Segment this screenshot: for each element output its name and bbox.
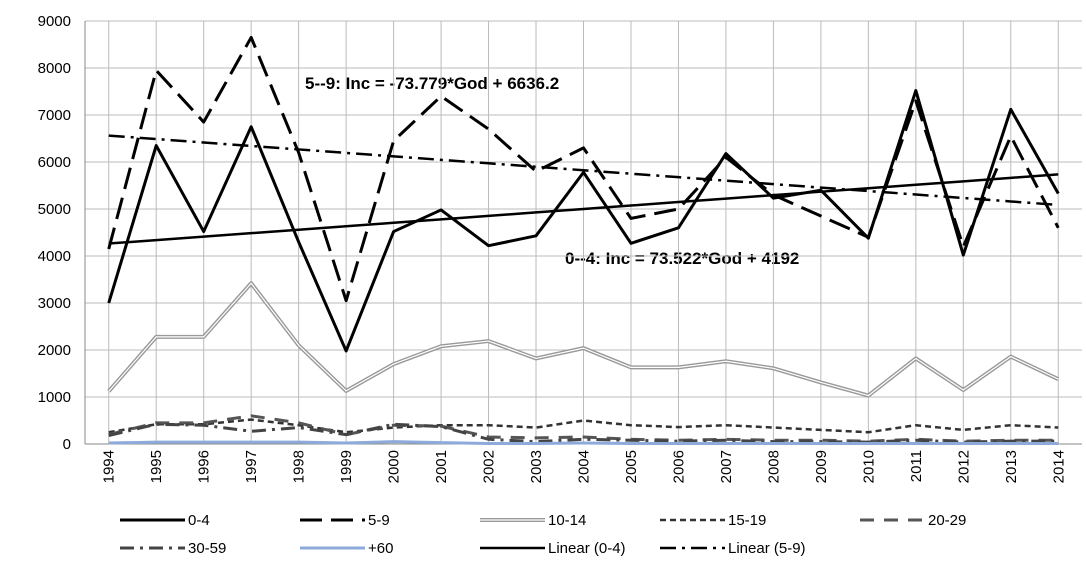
y-tick-label: 4000 [38,248,71,265]
x-tick-label: 2002 [481,450,498,483]
legend-label: 15-19 [728,512,766,529]
legend-label: 20-29 [928,512,966,529]
legend-label: Linear (0-4) [548,540,626,557]
y-tick-label: 9000 [38,13,71,30]
y-tick-label: 5000 [38,201,71,218]
x-tick-label: 2004 [576,450,593,483]
x-tick-label: 2011 [908,450,925,482]
y-tick-label: 6000 [38,154,71,171]
x-tick-label: 2009 [813,450,830,483]
x-tick-label: 2007 [718,450,735,483]
series-line [108,422,1059,444]
legend-label: +60 [368,540,393,557]
x-tick-label: 1997 [243,450,260,483]
legend-label: 5-9 [368,512,390,529]
x-tick-label: 1998 [291,450,308,483]
x-tick-label: 1996 [196,450,213,483]
legend-label: 10-14 [548,512,586,529]
x-tick-label: 2003 [528,450,545,483]
x-tick-label: 2006 [670,450,687,483]
x-tick-label: 1995 [148,450,165,483]
x-tick-label: 2008 [765,450,782,483]
y-tick-label: 2000 [38,342,71,359]
y-tick-label: 3000 [38,295,71,312]
x-tick-label: 2000 [386,450,403,483]
x-tick-label: 2005 [623,450,640,483]
series-line [108,173,1059,245]
series-line [108,134,1059,207]
legend-label: Linear (5-9) [728,540,806,557]
series-line-inner [108,282,1059,397]
series-line [108,440,1059,446]
plot: 0 1000 2000 3000 4000 5000 6000 7000 8000 9000 199… [38,13,1082,557]
x-tick-label: 2013 [1003,450,1020,483]
y-tick-label: 8000 [38,60,71,77]
x-tick-label: 2014 [1050,450,1067,483]
x-tick-label: 1994 [101,450,118,483]
series-line [107,89,1060,353]
x-tick-label: 1999 [338,450,355,483]
y-tick-label: 7000 [38,107,71,124]
x-tick-label: 2010 [860,450,877,483]
legend-label: 0-4 [188,512,210,529]
annotation: 5--9: Inc = -73.779*God + 6636.2 [305,74,559,93]
series-line [107,35,1060,303]
annotation: 0--4: Inc = 73.522*God + 4192 [565,249,799,268]
y-tick-label: 1000 [38,389,71,406]
legend-label: 30-59 [188,540,226,557]
x-tick-label: 2012 [955,450,972,483]
series-line [108,418,1059,434]
y-tick-label: 0 [63,436,71,453]
x-tick-label: 2001 [433,450,450,483]
